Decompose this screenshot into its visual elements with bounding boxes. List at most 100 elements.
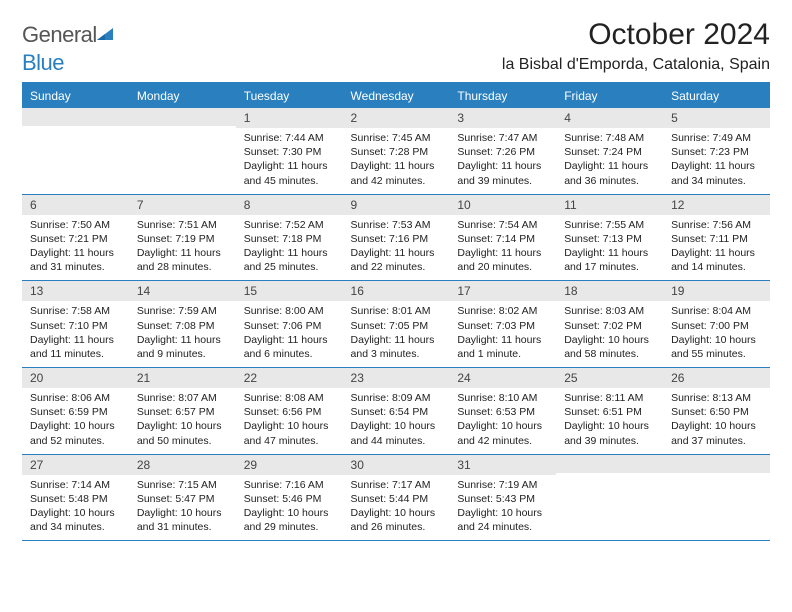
daylight-text: Daylight: 10 hours and 37 minutes. [671, 419, 762, 447]
sunrise-text: Sunrise: 7:58 AM [30, 304, 121, 318]
sunset-text: Sunset: 7:06 PM [244, 319, 335, 333]
day-number: 22 [236, 368, 343, 388]
calendar-day: 8Sunrise: 7:52 AMSunset: 7:18 PMDaylight… [236, 194, 343, 281]
calendar-day: 28Sunrise: 7:15 AMSunset: 5:47 PMDayligh… [129, 454, 236, 541]
calendar-day: 13Sunrise: 7:58 AMSunset: 7:10 PMDayligh… [22, 281, 129, 368]
calendar-day: 20Sunrise: 8:06 AMSunset: 6:59 PMDayligh… [22, 368, 129, 455]
day-content: Sunrise: 7:47 AMSunset: 7:26 PMDaylight:… [449, 128, 556, 194]
weekday-header: Wednesday [343, 83, 450, 108]
sunset-text: Sunset: 7:00 PM [671, 319, 762, 333]
daylight-text: Daylight: 11 hours and 17 minutes. [564, 246, 655, 274]
day-number: 7 [129, 195, 236, 215]
sunrise-text: Sunrise: 8:10 AM [457, 391, 548, 405]
calendar-day: 16Sunrise: 8:01 AMSunset: 7:05 PMDayligh… [343, 281, 450, 368]
day-content: Sunrise: 8:00 AMSunset: 7:06 PMDaylight:… [236, 301, 343, 367]
day-content: Sunrise: 8:10 AMSunset: 6:53 PMDaylight:… [449, 388, 556, 454]
sunset-text: Sunset: 7:02 PM [564, 319, 655, 333]
day-number: 30 [343, 455, 450, 475]
day-content: Sunrise: 7:45 AMSunset: 7:28 PMDaylight:… [343, 128, 450, 194]
daylight-text: Daylight: 11 hours and 42 minutes. [351, 159, 442, 187]
calendar-week: 6Sunrise: 7:50 AMSunset: 7:21 PMDaylight… [22, 194, 770, 281]
daylight-text: Daylight: 11 hours and 39 minutes. [457, 159, 548, 187]
day-number: 29 [236, 455, 343, 475]
sunrise-text: Sunrise: 7:15 AM [137, 478, 228, 492]
day-content: Sunrise: 7:56 AMSunset: 7:11 PMDaylight:… [663, 215, 770, 281]
day-content [129, 126, 236, 176]
day-content: Sunrise: 8:01 AMSunset: 7:05 PMDaylight:… [343, 301, 450, 367]
sunrise-text: Sunrise: 7:56 AM [671, 218, 762, 232]
day-content: Sunrise: 8:02 AMSunset: 7:03 PMDaylight:… [449, 301, 556, 367]
calendar-day: 6Sunrise: 7:50 AMSunset: 7:21 PMDaylight… [22, 194, 129, 281]
daylight-text: Daylight: 10 hours and 42 minutes. [457, 419, 548, 447]
calendar: SundayMondayTuesdayWednesdayThursdayFrid… [22, 82, 770, 541]
day-content: Sunrise: 7:52 AMSunset: 7:18 PMDaylight:… [236, 215, 343, 281]
day-content: Sunrise: 7:59 AMSunset: 7:08 PMDaylight:… [129, 301, 236, 367]
sunset-text: Sunset: 7:19 PM [137, 232, 228, 246]
sunrise-text: Sunrise: 7:16 AM [244, 478, 335, 492]
day-number: 17 [449, 281, 556, 301]
day-number [556, 455, 663, 473]
daylight-text: Daylight: 11 hours and 45 minutes. [244, 159, 335, 187]
sunset-text: Sunset: 7:14 PM [457, 232, 548, 246]
daylight-text: Daylight: 11 hours and 28 minutes. [137, 246, 228, 274]
calendar-day: 27Sunrise: 7:14 AMSunset: 5:48 PMDayligh… [22, 454, 129, 541]
calendar-day: 1Sunrise: 7:44 AMSunset: 7:30 PMDaylight… [236, 108, 343, 194]
sunrise-text: Sunrise: 7:55 AM [564, 218, 655, 232]
sunrise-text: Sunrise: 7:59 AM [137, 304, 228, 318]
sunset-text: Sunset: 6:57 PM [137, 405, 228, 419]
sunrise-text: Sunrise: 8:03 AM [564, 304, 655, 318]
logo: General Blue [22, 18, 115, 76]
logo-text: General Blue [22, 22, 115, 76]
weekday-header: Sunday [22, 83, 129, 108]
day-number: 18 [556, 281, 663, 301]
sunrise-text: Sunrise: 7:48 AM [564, 131, 655, 145]
day-content [663, 473, 770, 523]
day-number: 11 [556, 195, 663, 215]
daylight-text: Daylight: 11 hours and 20 minutes. [457, 246, 548, 274]
day-content: Sunrise: 8:08 AMSunset: 6:56 PMDaylight:… [236, 388, 343, 454]
daylight-text: Daylight: 11 hours and 6 minutes. [244, 333, 335, 361]
daylight-text: Daylight: 10 hours and 29 minutes. [244, 506, 335, 534]
sunrise-text: Sunrise: 8:11 AM [564, 391, 655, 405]
weekday-row: SundayMondayTuesdayWednesdayThursdayFrid… [22, 83, 770, 108]
sunrise-text: Sunrise: 7:19 AM [457, 478, 548, 492]
calendar-day-empty [129, 108, 236, 194]
day-content: Sunrise: 7:54 AMSunset: 7:14 PMDaylight:… [449, 215, 556, 281]
day-content: Sunrise: 7:53 AMSunset: 7:16 PMDaylight:… [343, 215, 450, 281]
day-content [556, 473, 663, 523]
daylight-text: Daylight: 10 hours and 44 minutes. [351, 419, 442, 447]
sunrise-text: Sunrise: 7:17 AM [351, 478, 442, 492]
daylight-text: Daylight: 10 hours and 24 minutes. [457, 506, 548, 534]
day-number: 21 [129, 368, 236, 388]
sunrise-text: Sunrise: 7:49 AM [671, 131, 762, 145]
day-content: Sunrise: 7:14 AMSunset: 5:48 PMDaylight:… [22, 475, 129, 541]
daylight-text: Daylight: 10 hours and 34 minutes. [30, 506, 121, 534]
calendar-day: 30Sunrise: 7:17 AMSunset: 5:44 PMDayligh… [343, 454, 450, 541]
sunrise-text: Sunrise: 8:13 AM [671, 391, 762, 405]
sunrise-text: Sunrise: 7:54 AM [457, 218, 548, 232]
day-number: 10 [449, 195, 556, 215]
sunrise-text: Sunrise: 8:08 AM [244, 391, 335, 405]
sunset-text: Sunset: 6:56 PM [244, 405, 335, 419]
sunrise-text: Sunrise: 8:04 AM [671, 304, 762, 318]
calendar-day: 24Sunrise: 8:10 AMSunset: 6:53 PMDayligh… [449, 368, 556, 455]
day-content: Sunrise: 7:15 AMSunset: 5:47 PMDaylight:… [129, 475, 236, 541]
calendar-day: 19Sunrise: 8:04 AMSunset: 7:00 PMDayligh… [663, 281, 770, 368]
day-number: 4 [556, 108, 663, 128]
day-number: 24 [449, 368, 556, 388]
daylight-text: Daylight: 10 hours and 47 minutes. [244, 419, 335, 447]
sunrise-text: Sunrise: 7:47 AM [457, 131, 548, 145]
sunset-text: Sunset: 7:13 PM [564, 232, 655, 246]
day-number [22, 108, 129, 126]
title-block: October 2024 la Bisbal d'Emporda, Catalo… [502, 18, 770, 74]
day-content [22, 126, 129, 176]
sunrise-text: Sunrise: 8:06 AM [30, 391, 121, 405]
sunset-text: Sunset: 7:21 PM [30, 232, 121, 246]
day-number: 19 [663, 281, 770, 301]
calendar-day: 5Sunrise: 7:49 AMSunset: 7:23 PMDaylight… [663, 108, 770, 194]
calendar-day: 9Sunrise: 7:53 AMSunset: 7:16 PMDaylight… [343, 194, 450, 281]
day-number: 5 [663, 108, 770, 128]
calendar-day-empty [556, 454, 663, 541]
day-content: Sunrise: 7:19 AMSunset: 5:43 PMDaylight:… [449, 475, 556, 541]
sunset-text: Sunset: 6:53 PM [457, 405, 548, 419]
